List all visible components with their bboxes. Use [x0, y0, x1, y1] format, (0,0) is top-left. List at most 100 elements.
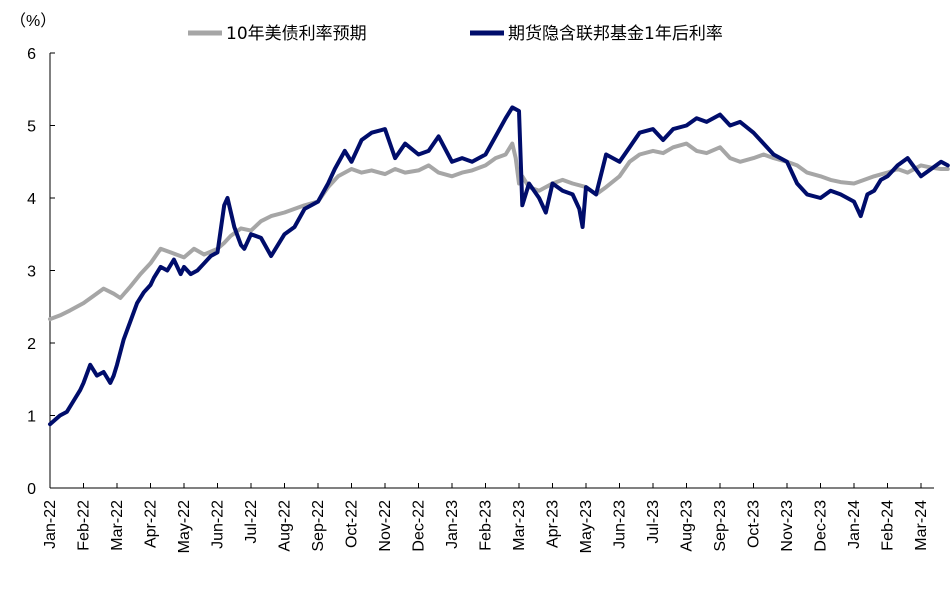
data-point-fed-funds: [326, 182, 330, 185]
data-point-fed-funds: [437, 134, 441, 138]
data-point-fed-funds: [303, 207, 307, 211]
data-point-fed-funds: [628, 145, 632, 149]
data-point-fed-funds: [65, 410, 69, 414]
data-point-fed-funds: [460, 156, 464, 160]
data-point-fed-funds: [527, 182, 531, 185]
x-tick-label: Oct-22: [344, 500, 361, 548]
data-point-fed-funds: [939, 160, 943, 164]
data-point-bond-rate: [862, 178, 866, 182]
data-point-fed-funds: [651, 127, 655, 131]
data-point-bond-rate: [872, 174, 876, 178]
data-point-fed-funds: [165, 269, 169, 272]
data-point-bond-rate: [661, 151, 665, 155]
data-point-bond-rate: [618, 174, 621, 178]
x-tick-label: Aug-23: [679, 500, 696, 552]
x-tick-label: Jul-23: [645, 500, 662, 544]
x-tick-label: Mar-23: [511, 500, 528, 551]
data-point-fed-funds: [135, 301, 139, 305]
data-point-bond-rate: [58, 313, 62, 317]
data-point-fed-funds: [195, 269, 199, 272]
data-point-fed-funds: [638, 131, 642, 135]
data-point-bond-rate: [718, 145, 722, 149]
data-point-bond-rate: [437, 171, 441, 175]
data-point-fed-funds: [417, 153, 420, 156]
data-point-bond-rate: [450, 174, 454, 178]
y-tick-label: 6: [27, 46, 36, 63]
x-tick-label: Nov-23: [779, 500, 796, 552]
series-line-bond-rate: [48, 141, 950, 322]
data-point-fed-funds: [705, 120, 709, 124]
data-point-bond-rate: [269, 214, 273, 218]
data-point-fed-funds: [48, 422, 52, 426]
data-point-bond-rate: [772, 156, 776, 160]
data-point-bond-rate: [92, 294, 96, 298]
data-point-fed-funds: [879, 178, 883, 182]
data-point-fed-funds: [122, 337, 126, 341]
data-point-fed-funds: [293, 225, 296, 229]
x-tick-label: Oct-23: [746, 500, 763, 548]
data-point-bond-rate: [383, 172, 387, 176]
x-tick-label: Feb-24: [880, 500, 897, 551]
data-point-fed-funds: [785, 160, 789, 164]
data-point-fed-funds: [886, 174, 889, 178]
x-tick-label: Feb-22: [76, 500, 93, 551]
data-point-bond-rate: [638, 153, 642, 156]
y-tick-label: 1: [27, 409, 36, 426]
data-point-bond-rate: [852, 182, 856, 185]
data-point-fed-funds: [316, 200, 320, 204]
data-point-bond-rate: [68, 308, 72, 312]
data-point-fed-funds: [685, 124, 688, 127]
data-point-bond-rate: [839, 180, 843, 184]
data-point-bond-rate: [48, 317, 52, 321]
data-point-fed-funds: [695, 116, 699, 120]
y-tick-label: 3: [27, 264, 36, 281]
data-point-fed-funds: [360, 138, 364, 142]
data-point-bond-rate: [403, 171, 407, 175]
data-point-bond-rate: [561, 178, 565, 182]
data-point-fed-funds: [752, 131, 755, 135]
data-point-bond-rate: [222, 241, 226, 245]
data-point-fed-funds: [159, 265, 163, 269]
data-point-fed-funds: [242, 247, 246, 251]
data-point-fed-funds: [551, 182, 554, 185]
data-point-fed-funds: [226, 196, 229, 200]
data-point-fed-funds: [946, 163, 950, 167]
data-point-bond-rate: [819, 174, 822, 178]
data-point-fed-funds: [718, 113, 722, 117]
data-point-fed-funds: [403, 142, 407, 146]
y-tick-label: 4: [27, 191, 36, 208]
data-point-bond-rate: [159, 247, 163, 251]
y-tick-label: 2: [27, 336, 36, 353]
data-point-bond-rate: [112, 292, 116, 296]
data-point-fed-funds: [494, 134, 498, 138]
data-point-fed-funds: [852, 200, 856, 204]
data-point-bond-rate: [229, 234, 233, 238]
data-point-bond-rate: [651, 149, 655, 153]
data-point-fed-funds: [520, 203, 524, 207]
data-point-bond-rate: [336, 174, 340, 178]
data-point-fed-funds: [102, 370, 106, 374]
data-point-fed-funds: [269, 254, 273, 258]
data-point-fed-funds: [350, 160, 353, 164]
data-point-fed-funds: [179, 272, 183, 276]
data-point-bond-rate: [919, 163, 923, 167]
y-tick-label: 5: [27, 119, 36, 136]
data-point-fed-funds: [72, 399, 75, 403]
data-point-bond-rate: [102, 287, 106, 291]
data-point-fed-funds: [484, 153, 487, 156]
data-point-fed-funds: [189, 272, 193, 276]
x-tick-label: Jan-24: [846, 500, 863, 549]
x-tick-label: Nov-22: [377, 500, 394, 552]
plot-area: [48, 105, 950, 427]
x-tick-label: May-23: [578, 500, 595, 553]
data-point-fed-funds: [584, 185, 588, 189]
data-point-fed-funds: [450, 160, 454, 164]
data-point-fed-funds: [383, 127, 387, 131]
data-point-fed-funds: [929, 167, 933, 171]
data-point-bond-rate: [906, 171, 910, 175]
data-point-bond-rate: [671, 145, 675, 149]
x-tick-label: Feb-23: [478, 500, 495, 551]
data-point-bond-rate: [460, 171, 464, 175]
data-point-fed-funds: [805, 192, 809, 196]
data-point-bond-rate: [350, 167, 353, 171]
